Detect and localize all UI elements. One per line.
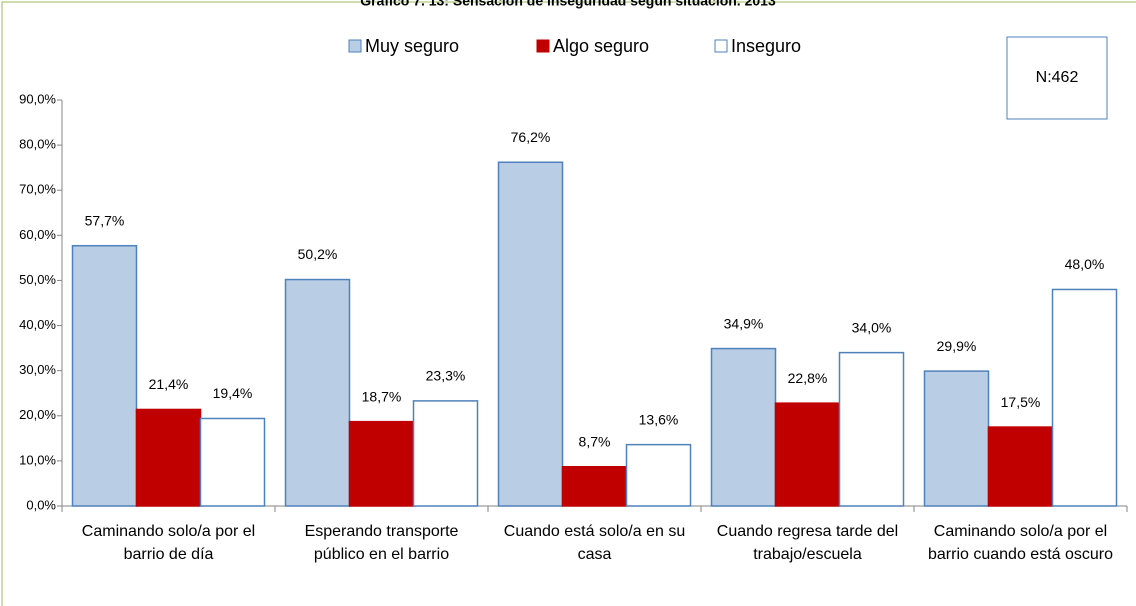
data-label: 19,4%: [213, 385, 253, 401]
chart-title: Gráfico 7. 13: Sensación de inseguridad …: [360, 0, 776, 9]
annotation: N:462: [1036, 69, 1079, 86]
bar: [774, 402, 841, 507]
y-tick-label: 20,0%: [19, 407, 56, 422]
data-label: 34,9%: [724, 315, 764, 331]
annotation-box: [1006, 36, 1108, 120]
legend-swatch: [348, 39, 362, 53]
data-label: 17,5%: [1001, 394, 1041, 410]
y-tick-label: 0,0%: [26, 497, 56, 512]
bar: [1051, 288, 1118, 507]
bar: [199, 417, 266, 507]
bar: [71, 244, 138, 507]
x-tick-label: Caminando solo/a por el barrio cuando es…: [928, 523, 1113, 563]
x-tick-label: Caminando solo/a por el barrio de día: [81, 523, 256, 563]
data-label: 34,0%: [852, 319, 892, 335]
data-label: 50,2%: [298, 246, 338, 262]
bar: [838, 351, 905, 507]
bar: [135, 408, 202, 507]
data-label: 23,3%: [426, 368, 466, 384]
y-tick-label: 90,0%: [19, 91, 56, 106]
bar: [710, 347, 777, 507]
bar: [987, 426, 1054, 507]
bar: [497, 161, 564, 507]
legend-label: Inseguro: [731, 36, 801, 56]
data-label: 57,7%: [85, 212, 125, 228]
x-tick-label: Cuando regresa tarde del trabajo/escuela: [716, 523, 899, 563]
bar: [561, 466, 628, 507]
y-tick-label: 80,0%: [19, 137, 56, 152]
bar: [625, 443, 692, 507]
bar: [284, 278, 351, 507]
y-tick-label: 10,0%: [19, 452, 56, 467]
y-tick-label: 50,0%: [19, 272, 56, 287]
data-label: 21,4%: [149, 376, 189, 392]
legend-label: Muy seguro: [365, 36, 459, 56]
legend-swatch: [714, 39, 728, 53]
bar: [923, 370, 990, 507]
y-tick-label: 30,0%: [19, 362, 56, 377]
data-label: 18,7%: [362, 388, 402, 404]
legend-label: Algo seguro: [553, 36, 649, 56]
data-label: 13,6%: [639, 411, 679, 427]
data-label: 48,0%: [1065, 256, 1105, 272]
x-tick-label: Cuando está solo/a en su casa: [503, 523, 686, 563]
data-label: 76,2%: [511, 129, 551, 145]
data-label: 29,9%: [937, 338, 977, 354]
data-label: 8,7%: [579, 433, 611, 449]
legend-swatch: [536, 39, 550, 53]
data-label: 22,8%: [788, 370, 828, 386]
bar: [348, 420, 415, 507]
y-tick-label: 70,0%: [19, 182, 56, 197]
bar: [412, 400, 479, 507]
x-tick-label: Esperando transporte público en el barri…: [304, 523, 459, 563]
y-tick-label: 40,0%: [19, 317, 56, 332]
y-tick-label: 60,0%: [19, 227, 56, 242]
